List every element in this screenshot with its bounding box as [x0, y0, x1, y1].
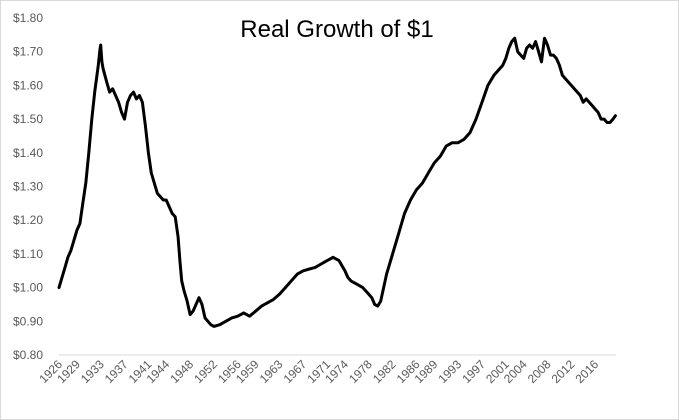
x-tick-label: 1967: [281, 357, 310, 386]
x-tick-label: 1933: [78, 357, 107, 386]
x-tick-label: 1937: [102, 357, 131, 386]
x-tick-label: 1948: [167, 357, 196, 386]
chart-title: Real Growth of $1: [240, 16, 433, 43]
y-tick-label: $1.10: [13, 247, 43, 261]
y-tick-label: $1.20: [13, 213, 43, 227]
y-tick-label: $1.80: [13, 11, 43, 25]
x-tick-label: 2016: [572, 357, 601, 386]
x-tick-label: 2012: [549, 357, 578, 386]
y-tick-label: $1.40: [13, 146, 43, 160]
y-tick-label: $1.00: [13, 281, 43, 295]
x-tick-label: 2008: [525, 357, 554, 386]
x-tick-label: 1997: [459, 357, 488, 386]
series-line: [57, 36, 617, 328]
y-tick-label: $1.70: [13, 45, 43, 59]
x-tick-label: 1963: [257, 357, 286, 386]
x-tick-label: 1978: [346, 357, 375, 386]
x-tick-label: 1952: [191, 357, 220, 386]
x-tick-labels: 1926192919331937194119441948195219561959…: [36, 357, 601, 386]
x-tick-label: 1993: [435, 357, 464, 386]
y-tick-label: $1.60: [13, 78, 43, 92]
y-tick-labels: $0.80 $0.90 $1.00 $1.10 $1.20 $1.30 $1.40 $1.50…: [13, 11, 43, 362]
x-tick-label: 1982: [370, 357, 399, 386]
y-tick-label: $0.80: [13, 348, 43, 362]
y-tick-label: $1.30: [13, 180, 43, 194]
y-tick-label: $0.90: [13, 314, 43, 328]
y-tick-label: $1.50: [13, 112, 43, 126]
